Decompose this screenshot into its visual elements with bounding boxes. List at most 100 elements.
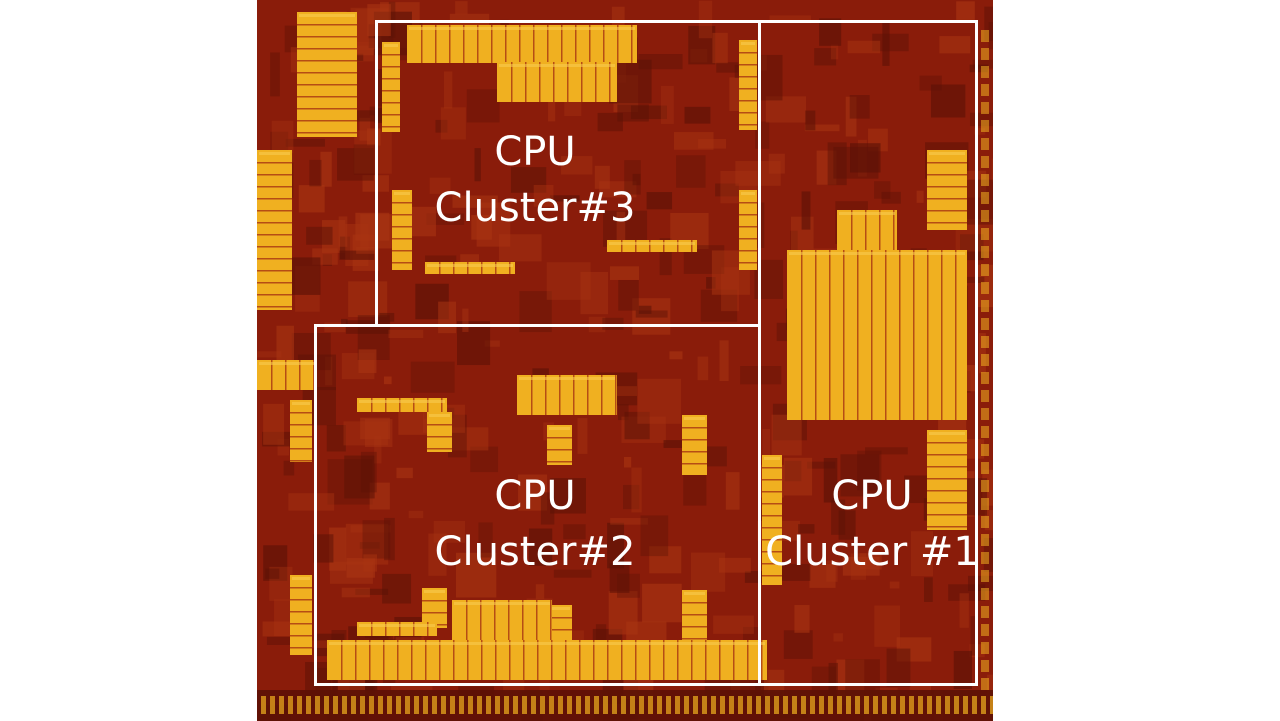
logic-texture <box>435 119 448 133</box>
logic-texture <box>632 298 671 335</box>
logic-texture <box>845 96 857 137</box>
logic-texture <box>462 308 469 332</box>
sram-cell-line <box>509 262 511 274</box>
sram-cell-line <box>491 25 493 63</box>
sram-cell-line <box>593 640 595 680</box>
edge-pad <box>981 264 989 276</box>
sram-cell-line <box>851 210 853 250</box>
io-pad <box>702 696 707 714</box>
logic-texture <box>339 236 351 260</box>
logic-texture <box>632 173 641 186</box>
cluster-2-label-line2: Cluster#2 <box>434 529 636 575</box>
sram-cell-line <box>383 640 385 680</box>
logic-texture <box>964 439 985 459</box>
io-pad <box>963 696 968 714</box>
sram-highlight <box>741 42 755 45</box>
sram-block <box>682 415 707 475</box>
sram-cell-line <box>494 600 496 640</box>
io-pad <box>450 696 455 714</box>
logic-texture <box>341 587 370 598</box>
io-pad <box>666 696 671 714</box>
io-pad <box>756 696 761 714</box>
io-pad <box>684 696 689 714</box>
logic-texture <box>716 62 739 73</box>
sram-cell-line <box>392 238 412 240</box>
logic-texture <box>719 340 729 382</box>
edge-pad <box>981 588 989 600</box>
sram-cell-line <box>547 25 549 63</box>
sram-cell-line <box>392 262 412 264</box>
sram-cell-line <box>603 25 605 63</box>
sram-cell-line <box>739 76 757 78</box>
logic-texture <box>828 662 838 702</box>
logic-texture <box>595 624 607 651</box>
logic-texture <box>358 349 377 374</box>
io-pad <box>603 696 608 714</box>
logic-texture <box>428 533 447 576</box>
logic-texture <box>624 160 641 195</box>
logic-texture <box>872 33 909 52</box>
logic-texture <box>442 427 489 451</box>
logic-texture <box>801 191 811 230</box>
io-pad <box>981 696 986 714</box>
sram-cell-line <box>682 439 707 441</box>
sram-cell-line <box>257 246 292 248</box>
io-pad <box>711 696 716 714</box>
cluster-2-label: CPU Cluster#2 <box>425 468 645 580</box>
sram-cell-line <box>927 478 967 480</box>
sram-block <box>547 425 572 465</box>
sram-cell-line <box>663 240 665 252</box>
logic-texture <box>706 277 716 289</box>
sram-cell-line <box>553 62 555 102</box>
sram-highlight <box>292 402 310 405</box>
logic-texture <box>321 220 346 253</box>
sram-cell-line <box>382 102 400 104</box>
logic-texture <box>324 322 346 333</box>
sram-cell-line <box>865 210 867 250</box>
logic-texture <box>546 262 591 300</box>
io-pad <box>531 696 536 714</box>
sram-cell-line <box>601 375 603 415</box>
edge-pad <box>981 192 989 204</box>
sram-cell-line <box>392 202 412 204</box>
sram-block <box>327 640 767 680</box>
logic-texture <box>886 648 911 687</box>
logic-texture <box>528 528 553 566</box>
logic-texture <box>609 266 640 280</box>
logic-texture <box>355 212 390 241</box>
sram-cell-line <box>257 162 292 164</box>
edge-pad <box>981 660 989 672</box>
logic-texture <box>610 518 648 525</box>
sram-highlight <box>299 14 355 17</box>
io-pad <box>945 696 950 714</box>
sram-cell-line <box>355 640 357 680</box>
sram-cell-line <box>519 25 521 63</box>
logic-texture <box>338 216 348 247</box>
logic-texture <box>443 71 453 109</box>
sram-cell-line <box>739 226 757 228</box>
sram-cell-line <box>547 461 572 463</box>
logic-texture <box>805 110 816 131</box>
logic-texture <box>326 425 346 452</box>
sram-cell-line <box>927 198 967 200</box>
edge-pad <box>981 516 989 528</box>
logic-texture <box>410 361 455 393</box>
edge-pad <box>981 606 989 618</box>
sram-cell-line <box>635 640 637 680</box>
logic-texture <box>276 325 294 362</box>
sram-cell-line <box>382 78 400 80</box>
logic-texture <box>352 110 390 122</box>
io-pad <box>423 696 428 714</box>
sram-highlight <box>764 457 780 460</box>
logic-texture <box>700 289 738 322</box>
sram-cell-line <box>449 25 451 63</box>
sram-cell-line <box>427 424 452 426</box>
io-pad <box>810 696 815 714</box>
edge-pad <box>981 480 989 492</box>
sram-cell-line <box>719 640 721 680</box>
edge-pad <box>981 642 989 654</box>
io-pad <box>558 696 563 714</box>
edge-pad <box>981 336 989 348</box>
sram-cell-line <box>567 62 569 102</box>
io-pad <box>342 696 347 714</box>
